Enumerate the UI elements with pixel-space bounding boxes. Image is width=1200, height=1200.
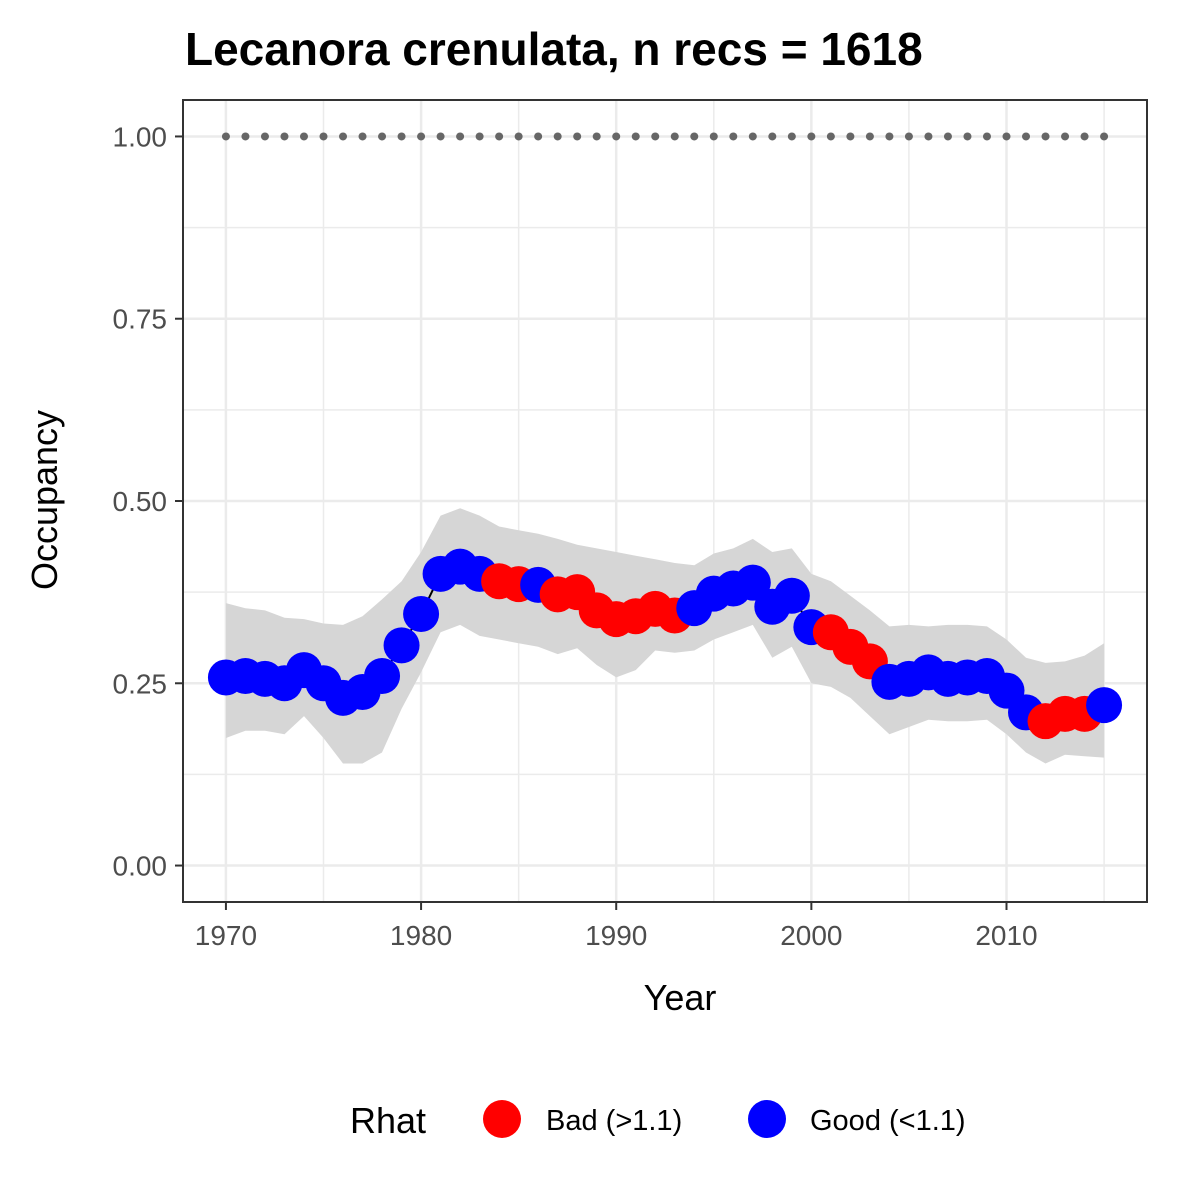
occupancy-points — [207, 548, 1123, 740]
point-good-rhat — [403, 596, 440, 633]
y-tick-label: 0.00 — [113, 851, 168, 882]
reference-point — [612, 132, 621, 141]
point-good-rhat — [1086, 687, 1123, 724]
reference-point — [475, 132, 484, 141]
y-tick-label: 0.75 — [113, 304, 168, 335]
reference-point — [260, 132, 269, 141]
legend-label-bad: Bad (>1.1) — [546, 1105, 682, 1137]
point-good-rhat — [364, 657, 401, 694]
reference-point — [631, 132, 640, 141]
reference-point — [573, 132, 582, 141]
reference-point — [592, 132, 601, 141]
reference-point — [924, 132, 933, 141]
x-tick-label: 2010 — [975, 920, 1037, 951]
reference-point — [807, 132, 816, 141]
reference-point — [514, 132, 523, 141]
reference-point — [826, 132, 835, 141]
reference-point — [456, 132, 465, 141]
reference-point — [846, 132, 855, 141]
reference-point — [865, 132, 874, 141]
y-tick-label: 0.50 — [113, 486, 168, 517]
legend-key-bad — [483, 1100, 521, 1138]
legend-key-good — [748, 1100, 786, 1138]
point-good-rhat — [773, 577, 810, 614]
reference-point — [768, 132, 777, 141]
reference-point — [729, 132, 738, 141]
reference-point — [553, 132, 562, 141]
y-tick-label: 1.00 — [113, 121, 168, 152]
reference-point — [1022, 132, 1031, 141]
legend-label-good: Good (<1.1) — [810, 1105, 966, 1137]
y-tick-label: 0.25 — [113, 668, 168, 699]
x-tick-label: 1990 — [585, 920, 647, 951]
reference-point — [319, 132, 328, 141]
reference-point — [339, 132, 348, 141]
reference-point — [651, 132, 660, 141]
reference-point — [1061, 132, 1070, 141]
x-tick-label: 1970 — [195, 920, 257, 951]
reference-point — [690, 132, 699, 141]
point-good-rhat — [383, 627, 420, 664]
reference-point — [358, 132, 367, 141]
reference-point — [963, 132, 972, 141]
reference-point — [709, 132, 718, 141]
reference-point — [748, 132, 757, 141]
reference-point — [1100, 132, 1109, 141]
x-axis-title: Year — [644, 977, 717, 1018]
reference-point — [417, 132, 426, 141]
reference-point — [943, 132, 952, 141]
reference-point — [885, 132, 894, 141]
legend: Rhat Bad (>1.1) Good (<1.1) — [350, 1100, 966, 1141]
point-good-rhat — [734, 564, 771, 601]
reference-point — [299, 132, 308, 141]
reference-point — [397, 132, 406, 141]
reference-point — [982, 132, 991, 141]
reference-point — [534, 132, 543, 141]
legend-title: Rhat — [350, 1100, 426, 1141]
y-axis: 0.00 0.25 0.50 0.75 1.00 — [113, 121, 183, 882]
reference-point — [1080, 132, 1089, 141]
x-tick-label: 2000 — [780, 920, 842, 951]
reference-point — [436, 132, 445, 141]
x-tick-label: 1980 — [390, 920, 452, 951]
reference-point — [495, 132, 504, 141]
reference-point — [378, 132, 387, 141]
reference-point — [241, 132, 250, 141]
reference-point — [904, 132, 913, 141]
reference-point — [787, 132, 796, 141]
chart-title: Lecanora crenulata, n recs = 1618 — [185, 23, 923, 75]
reference-point — [1002, 132, 1011, 141]
reference-point — [280, 132, 289, 141]
reference-point — [670, 132, 679, 141]
reference-points — [221, 132, 1109, 141]
y-axis-title: Occupancy — [24, 410, 65, 590]
reference-point — [1041, 132, 1050, 141]
x-axis: 1970 1980 1990 2000 2010 — [195, 902, 1038, 951]
reference-point — [221, 132, 230, 141]
